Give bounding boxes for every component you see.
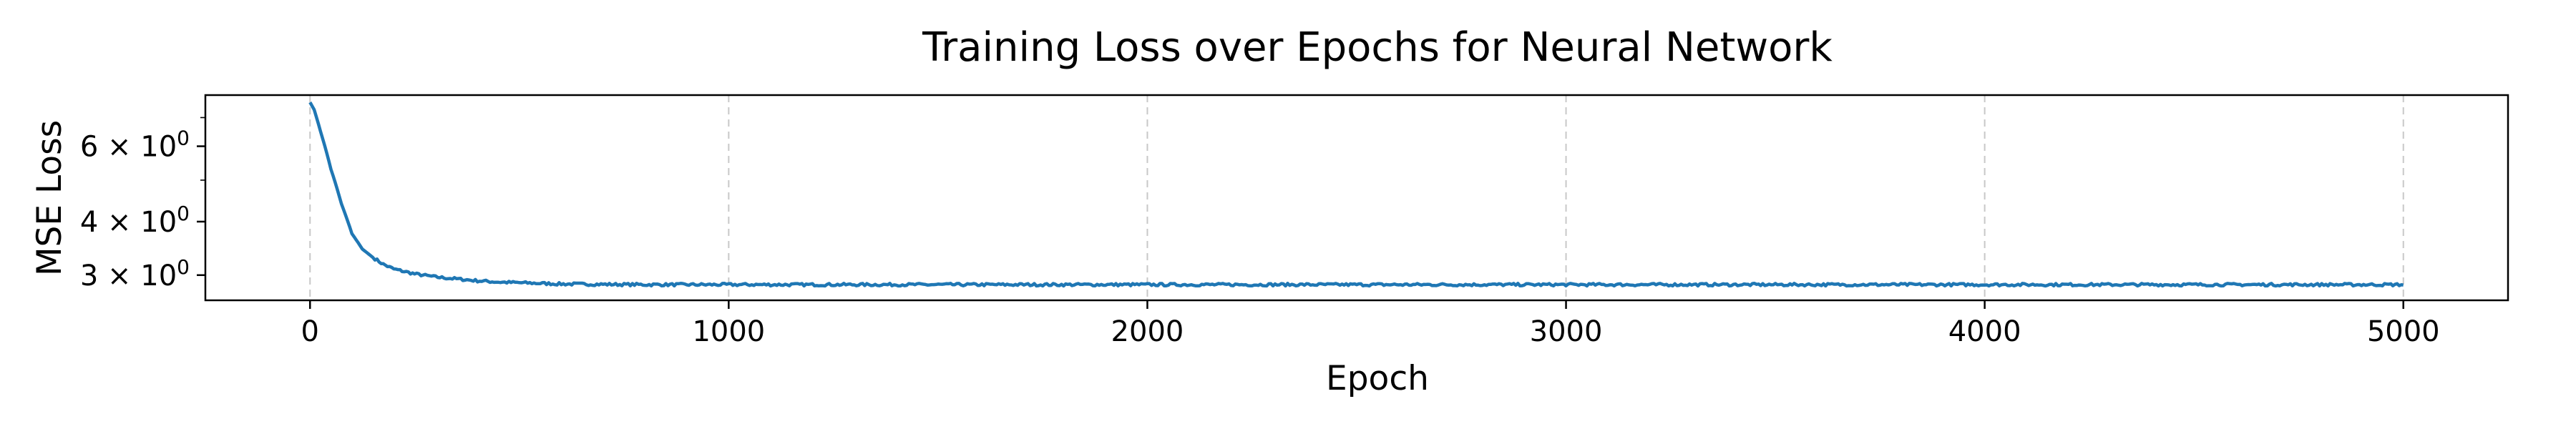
y-tick-label: 6 × 100 bbox=[80, 127, 190, 164]
x-tick-label: 2000 bbox=[1111, 315, 1184, 348]
grid-lines bbox=[309, 95, 2404, 300]
loss-series-line bbox=[308, 102, 2404, 288]
x-axis-label: Epoch bbox=[1326, 359, 1429, 398]
x-tick-label: 5000 bbox=[2367, 315, 2440, 348]
y-axis-label: MSE Loss bbox=[30, 120, 69, 276]
y-axis-ticks: 3 × 100 4 × 100 6 × 100 bbox=[80, 117, 205, 292]
x-tick-label: 0 bbox=[301, 315, 319, 348]
x-tick-label: 4000 bbox=[1948, 315, 2021, 348]
plot-lines bbox=[308, 102, 2404, 288]
x-tick-label: 3000 bbox=[1530, 315, 1603, 348]
plot-frame bbox=[204, 94, 2509, 302]
chart-title: Training Loss over Epochs for Neural Net… bbox=[922, 24, 1833, 71]
x-tick-label: 1000 bbox=[692, 315, 765, 348]
x-axis-ticks: 0 1000 2000 3000 4000 5000 bbox=[301, 300, 2440, 348]
y-tick-label: 4 × 100 bbox=[80, 202, 190, 239]
y-tick-label: 3 × 100 bbox=[80, 255, 190, 292]
